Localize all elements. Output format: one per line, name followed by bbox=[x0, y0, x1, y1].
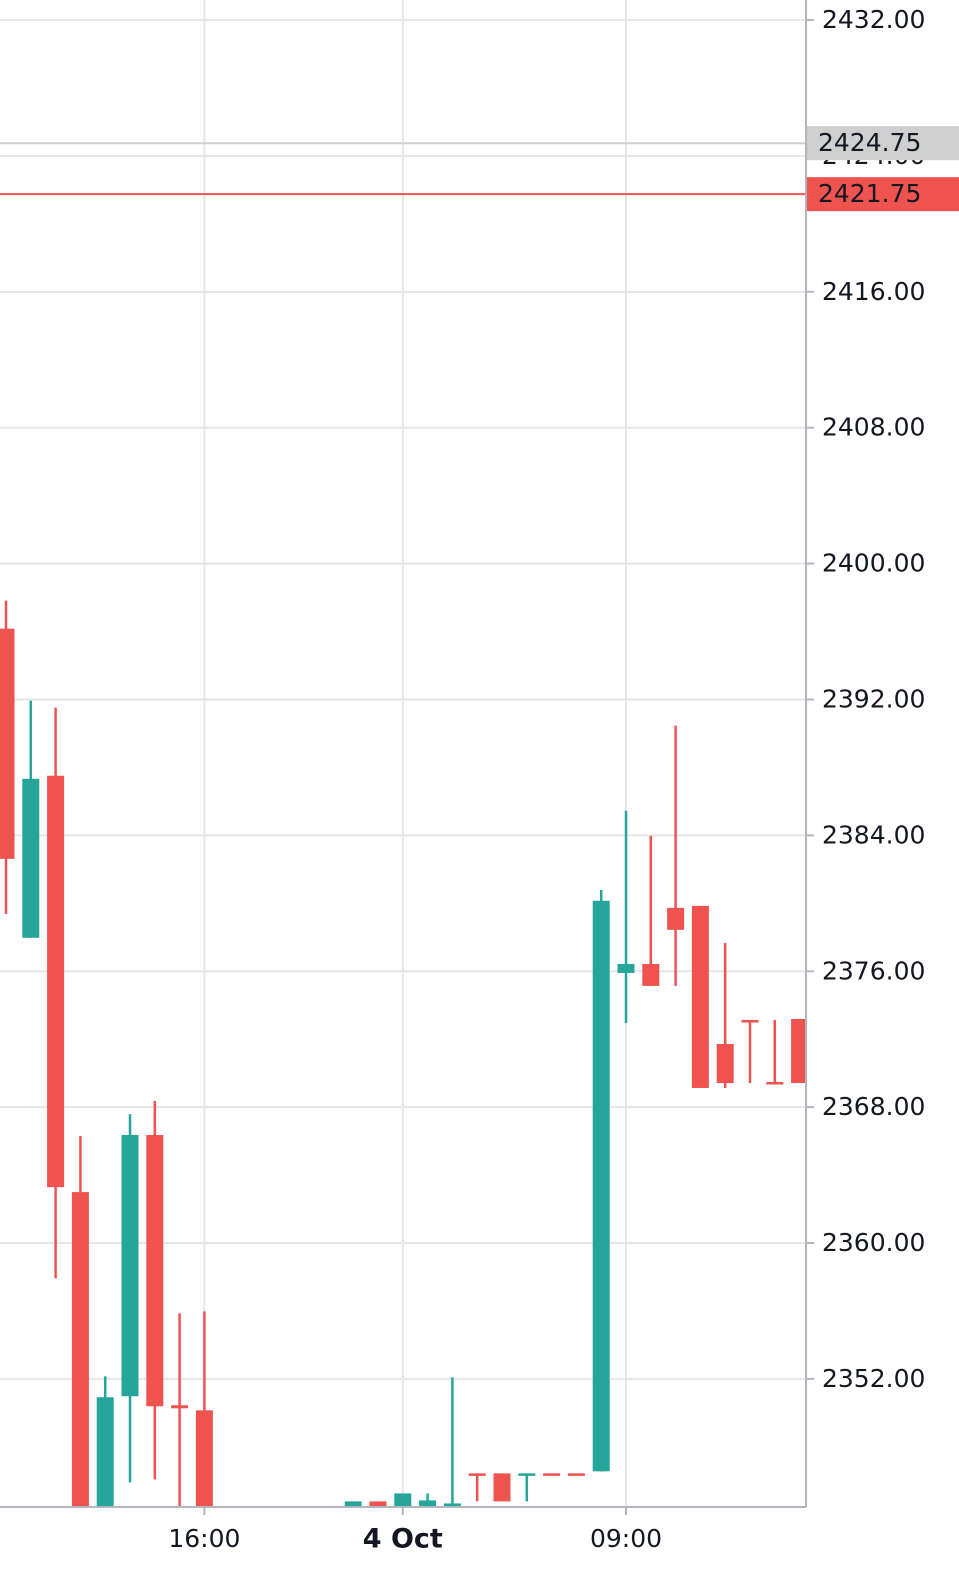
candle-body bbox=[443, 1503, 461, 1507]
y-tick-label: 2400.00 bbox=[822, 549, 925, 578]
candle-body bbox=[716, 1043, 734, 1084]
price-label: 2421.75 bbox=[818, 179, 921, 208]
candle-body bbox=[47, 775, 65, 1188]
candle-body bbox=[146, 1135, 164, 1407]
candle-body bbox=[791, 1018, 806, 1084]
candle-body bbox=[71, 1192, 89, 1507]
candle-body bbox=[344, 1501, 362, 1507]
candle-body bbox=[741, 1020, 759, 1023]
candle-body bbox=[518, 1473, 536, 1476]
candle-body bbox=[567, 1473, 585, 1476]
candle-body bbox=[468, 1473, 486, 1476]
y-tick-label: 2416.00 bbox=[822, 277, 925, 306]
candle-body bbox=[394, 1493, 412, 1507]
y-tick-label: 2360.00 bbox=[822, 1228, 925, 1257]
candle-body bbox=[766, 1082, 784, 1085]
x-tick-label: 16:00 bbox=[168, 1524, 240, 1553]
y-tick-label: 2392.00 bbox=[822, 684, 925, 713]
candle-body bbox=[617, 963, 635, 973]
y-tick-label: 2408.00 bbox=[822, 413, 925, 442]
price-label: 2424.75 bbox=[818, 128, 921, 157]
y-tick-label: 2432.00 bbox=[822, 5, 925, 34]
candle-body bbox=[96, 1397, 114, 1507]
candle-body bbox=[0, 628, 15, 859]
x-tick-label: 09:00 bbox=[590, 1524, 662, 1553]
candle-body bbox=[667, 907, 685, 930]
candle-body bbox=[543, 1473, 561, 1476]
candle-body bbox=[121, 1135, 139, 1397]
candle-body bbox=[369, 1501, 387, 1507]
y-tick-label: 2384.00 bbox=[822, 820, 925, 849]
y-tick-label: 2352.00 bbox=[822, 1364, 925, 1393]
x-tick-label: 4 Oct bbox=[363, 1524, 443, 1555]
candle-body bbox=[493, 1473, 511, 1502]
price-label-bg bbox=[807, 126, 959, 161]
candle-body bbox=[419, 1500, 437, 1507]
y-tick-label: 2368.00 bbox=[822, 1092, 925, 1121]
y-tick-label: 2376.00 bbox=[822, 956, 925, 985]
candle-body bbox=[195, 1410, 213, 1507]
candle-body bbox=[22, 778, 40, 938]
candle-body bbox=[171, 1405, 189, 1409]
candles bbox=[0, 600, 806, 1507]
candle-body bbox=[592, 900, 610, 1472]
candle-body bbox=[691, 905, 709, 1088]
candle-body bbox=[642, 963, 660, 986]
price-label-bg bbox=[807, 177, 959, 212]
